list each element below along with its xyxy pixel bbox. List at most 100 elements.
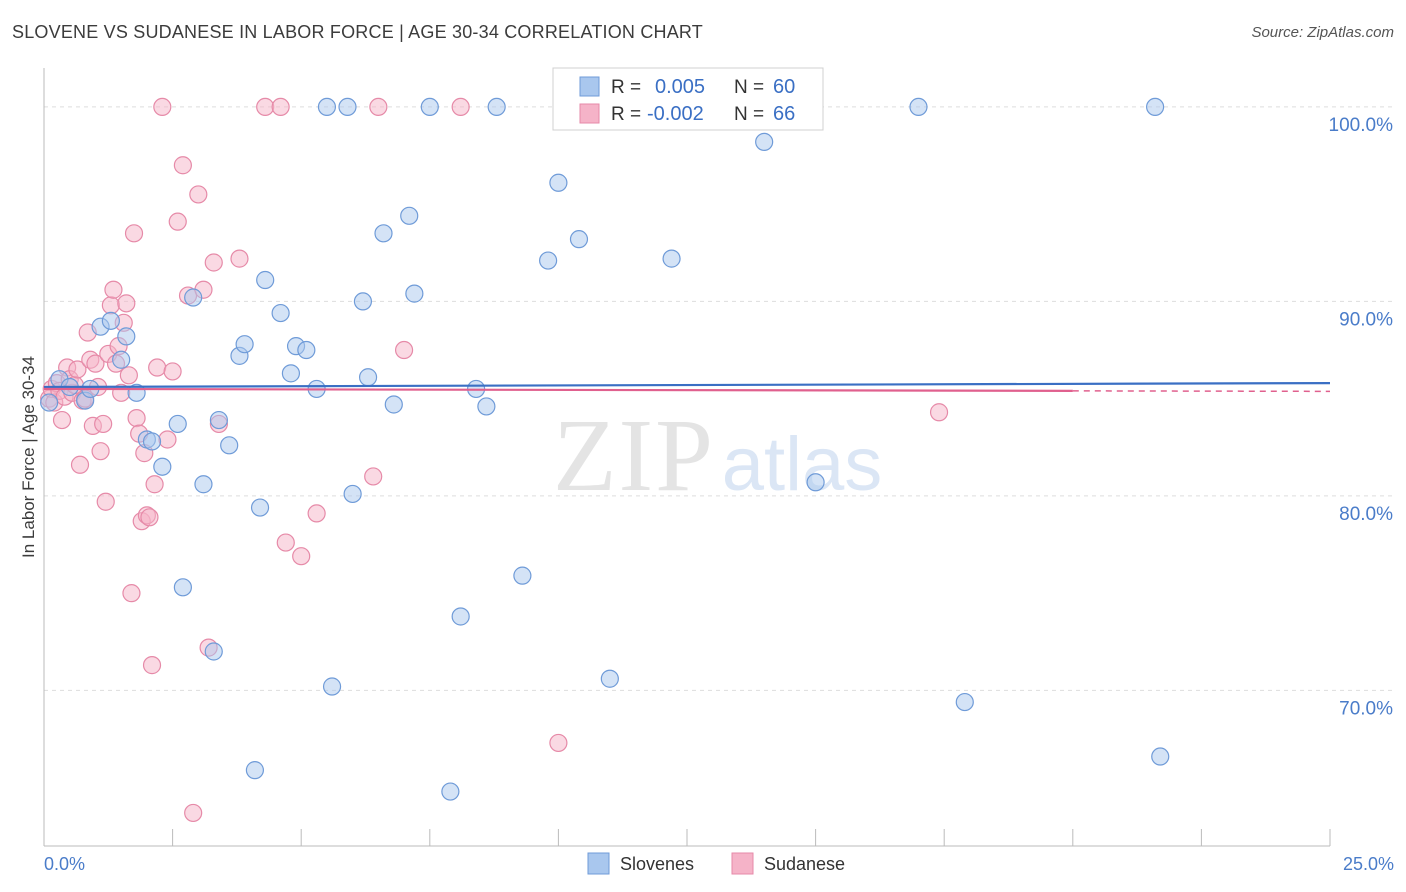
slovenes-point-55 <box>806 473 825 492</box>
slovenes-point-59 <box>1151 747 1170 766</box>
sudanese-point-22 <box>96 492 115 511</box>
sudanese-point-18 <box>86 354 105 373</box>
sudanese-point-20 <box>91 442 110 461</box>
stats-r-value-sudanese: -0.002 <box>647 103 704 125</box>
stats-n-label-slovenes: N = <box>734 77 764 98</box>
sudanese-point-39 <box>140 508 159 527</box>
slovenes-point-23 <box>250 498 270 517</box>
slovenes-point-47 <box>539 251 558 270</box>
slovenes-point-48 <box>549 173 568 192</box>
slovenes-point-41 <box>441 782 460 801</box>
sudanese-point-44 <box>158 430 177 449</box>
slovenes-point-50 <box>600 669 619 688</box>
trend-line-slovenes <box>43 381 1331 389</box>
slovenes-point-39 <box>405 284 424 303</box>
sudanese-point-40 <box>142 656 162 675</box>
sudanese-point-56 <box>256 97 275 117</box>
sudanese-point-59 <box>292 547 311 566</box>
sudanese-point-64 <box>451 97 470 117</box>
slovenes-point-56 <box>909 97 928 117</box>
y-tick-label-2: 90.0% <box>1339 309 1393 330</box>
sudanese-point-53 <box>204 253 223 272</box>
slovenes-point-30 <box>317 97 337 117</box>
sudanese-point-50 <box>189 185 208 204</box>
slovenes-point-52 <box>662 249 681 268</box>
sudanese-point-5 <box>52 410 72 430</box>
slovenes-point-57 <box>955 692 974 712</box>
stats-swatch-sudanese <box>579 103 600 124</box>
slovenes-point-12 <box>153 457 172 476</box>
sudanese-point-45 <box>163 362 182 381</box>
slovenes-point-14 <box>173 578 192 597</box>
sudanese-point-24 <box>101 296 120 315</box>
slovenes-point-25 <box>271 303 290 323</box>
sudanese-point-47 <box>173 156 192 175</box>
stats-n-value-slovenes: 60 <box>773 76 795 98</box>
sudanese-point-41 <box>145 475 164 494</box>
slovenes-point-15 <box>184 288 203 307</box>
trend-lines <box>43 381 1331 393</box>
legend-swatch-sudanese <box>731 852 754 875</box>
sudanese-point-63 <box>394 340 414 360</box>
y-tick-label-0: 70.0% <box>1339 698 1393 719</box>
slovenes-point-8 <box>117 327 136 346</box>
legend-label-slovenes: Slovenes <box>620 854 694 874</box>
sudanese-point-43 <box>153 97 172 117</box>
slovenes-point-34 <box>353 292 373 311</box>
slovenes-point-28 <box>297 340 316 360</box>
sudanese-point-62 <box>369 97 388 117</box>
slovenes-point-26 <box>281 364 301 383</box>
slovenes-point-7 <box>112 350 131 369</box>
slovenes-point-38 <box>400 206 419 225</box>
gridlines <box>44 106 1394 691</box>
slovenes-point-31 <box>322 677 342 696</box>
slovenes-point-13 <box>168 414 187 434</box>
x-tick-marks <box>172 829 1331 846</box>
watermark-atlas: atlas <box>722 422 883 507</box>
stats-r-value-slovenes: 0.005 <box>655 76 705 98</box>
slovenes-point-22 <box>245 761 265 780</box>
slovenes-point-16 <box>194 475 213 494</box>
x-tick-label-min: 0.0% <box>44 854 85 874</box>
bottom-legend: Slovenes Sudanese <box>587 852 845 875</box>
chart-title: SLOVENE VS SUDANESE IN LABOR FORCE | AGE… <box>12 22 703 42</box>
series-slovenes-points <box>40 97 1170 801</box>
watermark-zip: ZIP <box>553 398 715 513</box>
sudanese-point-49 <box>184 803 203 823</box>
stats-n-label-sudanese: N = <box>734 104 764 125</box>
y-tick-label-3: 100.0% <box>1329 115 1394 136</box>
slovenes-point-32 <box>338 97 357 117</box>
stats-n-value-sudanese: 66 <box>773 103 795 125</box>
sudanese-point-11 <box>68 360 87 379</box>
sudanese-point-58 <box>276 533 295 552</box>
sudanese-point-31 <box>119 366 138 385</box>
y-tick-label-1: 80.0% <box>1339 504 1393 525</box>
slovenes-point-17 <box>204 642 223 661</box>
legend-swatch-slovenes <box>587 852 610 875</box>
stats-swatch-slovenes <box>579 76 600 97</box>
x-tick-label-max: 25.0% <box>1343 854 1394 874</box>
slovenes-point-49 <box>569 230 589 249</box>
sudanese-point-42 <box>148 358 167 377</box>
y-tick-labels: 70.0% 80.0% 90.0% 100.0% <box>1329 115 1394 720</box>
slovenes-point-33 <box>343 484 362 504</box>
sudanese-point-61 <box>364 467 383 486</box>
slovenes-point-24 <box>256 270 275 290</box>
sudanese-point-25 <box>104 280 123 299</box>
slovenes-point-40 <box>420 97 439 117</box>
sudanese-point-33 <box>124 224 144 243</box>
source-credit: Source: ZipAtlas.com <box>1251 24 1394 41</box>
sudanese-point-32 <box>122 584 141 603</box>
sudanese-point-46 <box>168 212 187 231</box>
slovenes-point-18 <box>209 410 228 430</box>
stats-r-label-slovenes: R = <box>611 77 641 98</box>
sudanese-point-55 <box>230 249 249 268</box>
stats-legend: R = 0.005 N = 60 R = -0.002 N = 66 <box>552 67 824 131</box>
slovenes-point-46 <box>513 566 532 585</box>
slovenes-point-11 <box>142 432 162 451</box>
legend-label-sudanese: Sudanese <box>764 854 845 874</box>
sudanese-point-21 <box>94 414 113 434</box>
stats-r-label-sudanese: R = <box>611 104 641 125</box>
slovenes-point-42 <box>451 607 470 626</box>
